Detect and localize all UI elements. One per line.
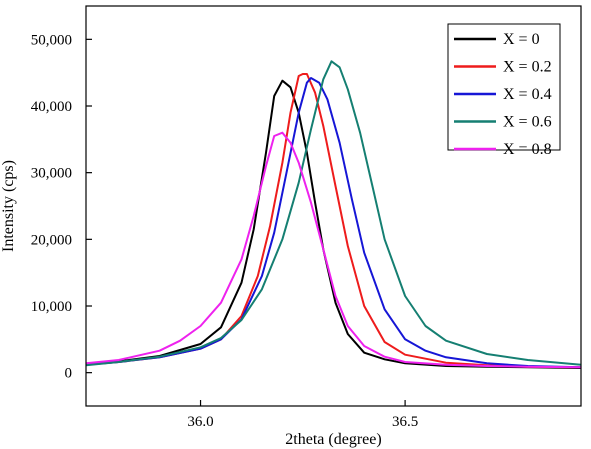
legend-box xyxy=(447,23,561,151)
series-line-0 xyxy=(86,79,581,369)
legend-label-4: X = 0.8 xyxy=(503,141,552,158)
y-tick-label: 30,000 xyxy=(31,166,72,182)
x-axis-title: 2theta (degree) xyxy=(285,431,381,448)
x-tick-label: 36.0 xyxy=(187,414,213,430)
x-tick-label: 36.5 xyxy=(392,414,418,430)
tick-layer: 0 10,000 20,000 30,000 40,000 50,000 36.0 36.5 xyxy=(31,32,418,430)
y-tick-label: 40,000 xyxy=(31,99,72,115)
series-line-2 xyxy=(86,77,581,369)
plot-frame xyxy=(85,5,582,407)
y-tick-label: 20,000 xyxy=(31,232,72,248)
y-tick-label: 0 xyxy=(65,366,73,382)
y-axis-title: Intensity (cps) xyxy=(0,160,17,252)
legend-label-1: X = 0.2 xyxy=(503,59,552,76)
series-line-3 xyxy=(86,60,581,367)
legend: X = 0 X = 0.2 X = 0.4 X = 0.6 X = 0.8 xyxy=(447,23,561,158)
series-layer xyxy=(86,60,581,369)
y-tick-label: 50,000 xyxy=(31,32,72,48)
legend-label-0: X = 0 xyxy=(503,31,540,48)
legend-label-3: X = 0.6 xyxy=(503,114,552,131)
legend-label-2: X = 0.4 xyxy=(503,86,552,103)
y-tick-label: 10,000 xyxy=(31,299,72,315)
series-line-4 xyxy=(86,131,581,369)
